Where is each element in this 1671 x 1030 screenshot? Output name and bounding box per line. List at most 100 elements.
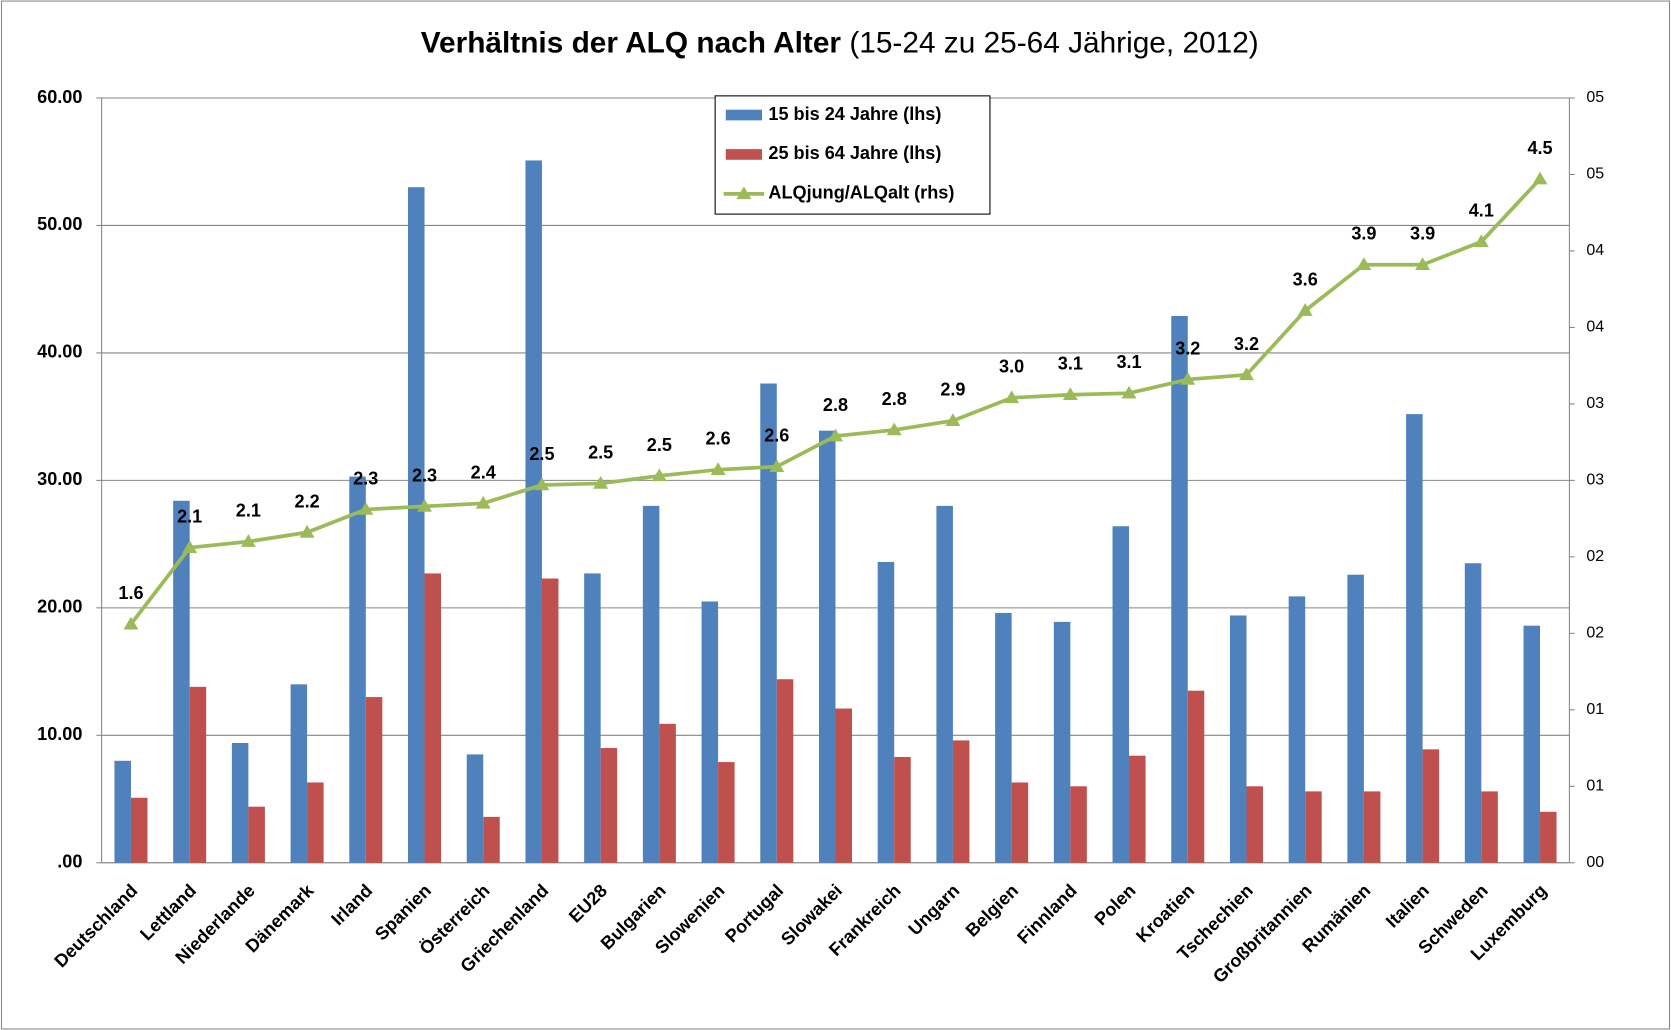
data-label: 2.5 [647, 435, 672, 455]
line-marker [417, 498, 432, 512]
bar [760, 383, 777, 863]
bar [1129, 755, 1146, 863]
data-label: 3.9 [1410, 224, 1435, 244]
data-label: 2.8 [882, 389, 907, 409]
bar [349, 476, 366, 863]
bar [189, 686, 207, 863]
line-marker [1297, 303, 1313, 316]
bar [1523, 625, 1541, 863]
line-marker [123, 616, 139, 630]
line-marker [828, 428, 843, 442]
bar [1070, 786, 1087, 863]
bar [130, 797, 148, 863]
data-label: 2.1 [236, 501, 261, 521]
bar [173, 500, 190, 863]
data-label: 2.3 [353, 468, 378, 488]
y-tick-label: 40.00 [37, 342, 82, 362]
y-tick-label: .00 [57, 852, 82, 872]
data-label: 4.1 [1469, 201, 1494, 221]
bar [1187, 690, 1205, 863]
legend: 15 bis 24 Jahre (lhs) 25 bis 64 Jahre (lh… [714, 95, 991, 215]
bar [1112, 526, 1130, 863]
data-label: 2.5 [588, 442, 613, 462]
data-label: 2.6 [705, 429, 730, 449]
data-label: 4.5 [1527, 138, 1552, 158]
data-label: 2.9 [940, 380, 965, 400]
bar [642, 505, 660, 863]
line-marker [710, 462, 726, 476]
data-label: 2.8 [823, 395, 848, 415]
legend-marker [736, 186, 752, 200]
legend-label: ALQjung/ALQalt (rhs) [768, 183, 954, 203]
bar [466, 754, 484, 863]
bar [995, 612, 1012, 863]
bar [1481, 791, 1498, 863]
bar [1363, 791, 1381, 863]
y-tick-label: 10.00 [37, 724, 82, 744]
line-marker [534, 477, 550, 491]
chart-subtitle: (15-24 zu 25-64 Jährige, 2012) [849, 27, 1258, 60]
bar [1464, 563, 1482, 863]
bar [114, 760, 131, 863]
bar [525, 160, 542, 863]
data-label: 2.5 [529, 444, 554, 464]
bar [718, 762, 735, 863]
data-label: 2.6 [764, 426, 789, 446]
y-tick-label: 30.00 [37, 469, 82, 489]
line-marker [1473, 234, 1489, 248]
bar [600, 748, 618, 863]
line-marker [945, 413, 961, 427]
data-label: 3.6 [1293, 270, 1318, 290]
y2-tick-label: 04 [1586, 242, 1604, 259]
bar [835, 708, 853, 863]
line-marker [1121, 385, 1137, 399]
y-tick-label: 60.00 [37, 87, 82, 107]
bar [483, 816, 500, 863]
data-label: 2.4 [471, 462, 496, 482]
line-marker [182, 540, 198, 554]
data-label: 3.0 [999, 357, 1024, 377]
y2-tick-label: 00 [1586, 854, 1604, 871]
bar [248, 806, 265, 863]
bar [877, 561, 895, 863]
y2-tick-label: 01 [1586, 701, 1604, 718]
bar [1288, 596, 1306, 863]
bar [1540, 811, 1557, 863]
y2-tick-label: 03 [1586, 472, 1604, 489]
bar [1406, 414, 1423, 863]
bar [894, 756, 911, 863]
y2-tick-label: 02 [1586, 548, 1604, 565]
chart-title-group: Verhältnis der ALQ nach Alter (15-24 zu … [421, 27, 1259, 60]
line-marker [240, 534, 256, 547]
line-marker [886, 422, 902, 436]
bar [1305, 791, 1322, 863]
legend-label: 25 bis 64 Jahre (lhs) [768, 143, 941, 163]
y-tick-label: 20.00 [37, 597, 82, 617]
line-marker [1180, 371, 1196, 385]
bar [1422, 749, 1440, 863]
data-label: 1.6 [118, 583, 143, 603]
data-label: 3.1 [1058, 354, 1083, 374]
bar [231, 742, 249, 863]
line-marker [1004, 390, 1020, 404]
bar [1053, 621, 1071, 863]
bar [952, 740, 970, 863]
y2-tick-label: 02 [1586, 625, 1604, 642]
line-marker [1239, 367, 1254, 381]
bar [1171, 315, 1188, 863]
bar [365, 697, 383, 863]
line-marker [651, 468, 667, 482]
data-label: 2.2 [295, 491, 320, 511]
data-label: 2.3 [412, 465, 437, 485]
data-label: 3.2 [1234, 334, 1259, 354]
bar [424, 573, 442, 863]
y2-tick-label: 05 [1586, 166, 1604, 183]
legend-swatch [725, 149, 763, 160]
line-marker [358, 501, 374, 515]
y2-tick-label: 04 [1586, 319, 1604, 336]
line-marker [1062, 387, 1078, 401]
data-label: 3.1 [1116, 352, 1141, 372]
data-label: 3.9 [1351, 224, 1376, 244]
